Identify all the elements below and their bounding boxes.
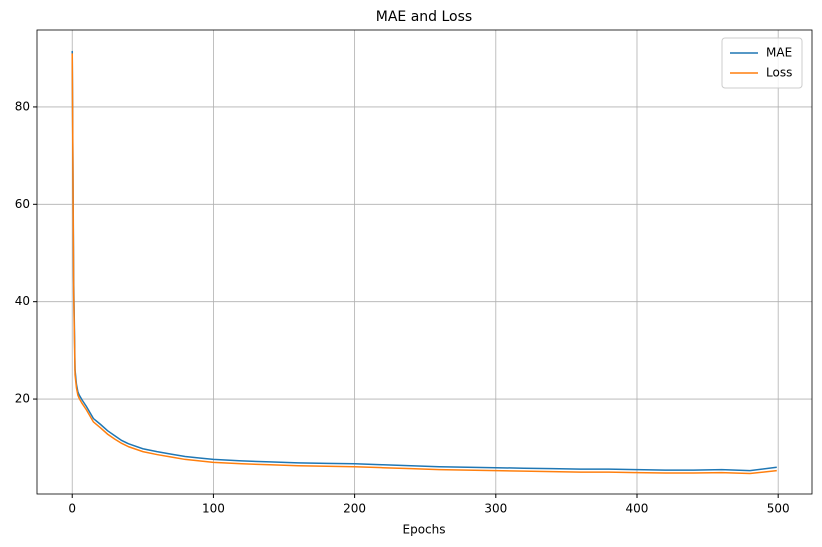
x-tick-label: 100 bbox=[202, 502, 225, 516]
y-tick-label: 80 bbox=[15, 99, 30, 113]
plot-frame bbox=[36, 29, 813, 495]
x-tick-label: 400 bbox=[626, 502, 649, 516]
line bbox=[71, 53, 777, 475]
y-tick-label: 60 bbox=[15, 197, 30, 211]
line bbox=[71, 50, 777, 472]
y-tick-label: 40 bbox=[15, 294, 30, 308]
x-tick-label: 300 bbox=[484, 502, 507, 516]
legend-label: MAE bbox=[766, 46, 792, 60]
chart-title: MAE and Loss bbox=[376, 9, 472, 25]
x-tick-label: 500 bbox=[767, 502, 790, 516]
x-tick-label: 200 bbox=[343, 502, 366, 516]
legend-box bbox=[721, 37, 803, 89]
x-axis-label: Epochs bbox=[403, 523, 446, 537]
y-tick-label: 20 bbox=[15, 392, 30, 406]
legend-label: Loss bbox=[766, 66, 792, 80]
x-tick-label: 0 bbox=[68, 502, 76, 516]
